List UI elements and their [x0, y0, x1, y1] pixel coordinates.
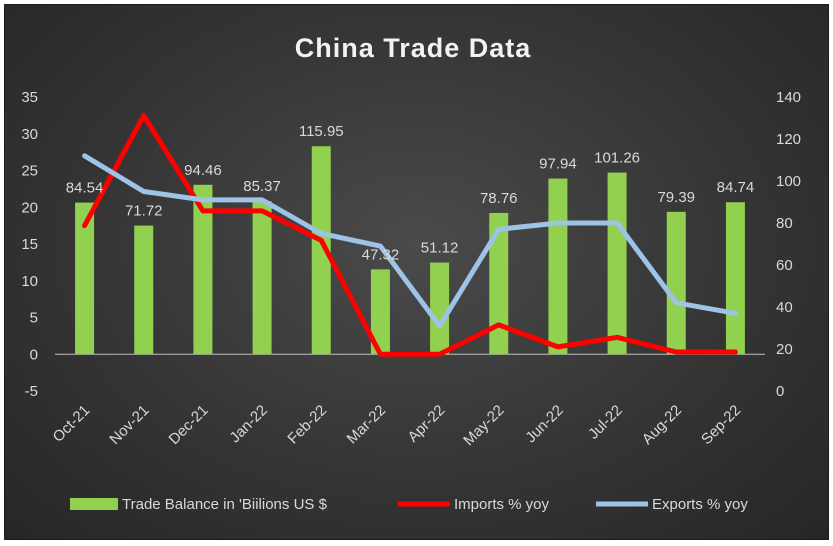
y-left-tick-label: 25: [21, 163, 38, 180]
bar-trade-balance: [75, 202, 95, 355]
bar-data-label: 71.72: [125, 203, 163, 220]
bar-trade-balance: [548, 178, 568, 355]
x-tick-label: May-22: [460, 402, 507, 449]
x-tick-label: Jan-22: [226, 402, 270, 446]
x-tick-label: Mar-22: [344, 402, 390, 448]
legend-label: Exports % yoy: [652, 496, 748, 513]
bar-data-label: 84.74: [717, 179, 755, 196]
x-tick-label: Jul-22: [585, 402, 626, 443]
y-left-tick-label: -5: [25, 383, 38, 400]
y-left-tick-label: 15: [21, 236, 38, 253]
legend-imports: Imports % yoy: [398, 496, 550, 513]
legend-trade-balance: Trade Balance in 'Biilions US $: [70, 496, 328, 513]
bar-data-label: 101.26: [594, 150, 640, 167]
y-right-tick-label: 0: [776, 383, 784, 400]
y-right-tick-label: 20: [776, 341, 793, 358]
legend-exports: Exports % yoy: [596, 496, 748, 513]
bar-trade-balance: [134, 225, 154, 355]
bar-data-label: 85.37: [243, 178, 281, 195]
x-tick-label: Jun-22: [522, 402, 566, 446]
y-left-tick-label: 35: [21, 89, 38, 106]
bar-trade-balance: [725, 202, 745, 355]
legend-label: Imports % yoy: [454, 496, 550, 513]
bar-data-label: 115.95: [299, 123, 344, 140]
y-right-tick-label: 80: [776, 215, 793, 232]
x-tick-label: Feb-22: [284, 402, 330, 448]
y-left-tick-label: 20: [21, 199, 38, 216]
y-right-tick-label: 40: [776, 299, 793, 316]
bar-data-label: 97.94: [539, 156, 577, 173]
x-tick-label: Oct-21: [50, 402, 94, 446]
legend-label: Trade Balance in 'Biilions US $: [122, 496, 328, 513]
line-imports-yoy: [82, 112, 738, 357]
bar-data-label: 94.46: [184, 162, 222, 179]
y-left-tick-label: 30: [21, 126, 38, 143]
bar-data-label: 84.54: [66, 180, 104, 197]
x-tick-label: Nov-21: [106, 402, 152, 448]
bar-data-label: 79.39: [657, 189, 695, 206]
bar-trade-balance: [370, 269, 390, 355]
y-left-tick-label: 5: [30, 310, 38, 327]
bar-data-label: 47.32: [362, 246, 400, 263]
legend-swatch: [70, 498, 118, 510]
y-left-tick-label: 10: [21, 273, 38, 290]
y-right-tick-label: 60: [776, 257, 793, 274]
bar-trade-balance: [430, 262, 450, 355]
bar-data-label: 51.12: [421, 240, 459, 257]
bar-data-label: 78.76: [480, 190, 518, 207]
y-right-tick-label: 120: [776, 131, 801, 148]
x-tick-label: Sep-22: [698, 402, 744, 448]
line-exports-yoy: [82, 153, 738, 329]
bar-trade-balance: [193, 184, 213, 355]
bar-trade-balance: [252, 201, 272, 355]
chart-title: China Trade Data: [295, 33, 532, 63]
x-tick-label: Dec-21: [166, 402, 212, 448]
x-tick-label: Aug-22: [639, 402, 685, 448]
y-right-tick-label: 140: [776, 89, 801, 106]
bar-trade-balance: [489, 212, 509, 355]
y-right-tick-label: 100: [776, 173, 801, 190]
y-left-tick-label: 0: [30, 346, 38, 363]
bar-trade-balance: [607, 172, 627, 355]
bar-trade-balance: [311, 146, 331, 355]
x-tick-label: Apr-22: [405, 402, 449, 446]
bar-trade-balance: [666, 211, 686, 355]
